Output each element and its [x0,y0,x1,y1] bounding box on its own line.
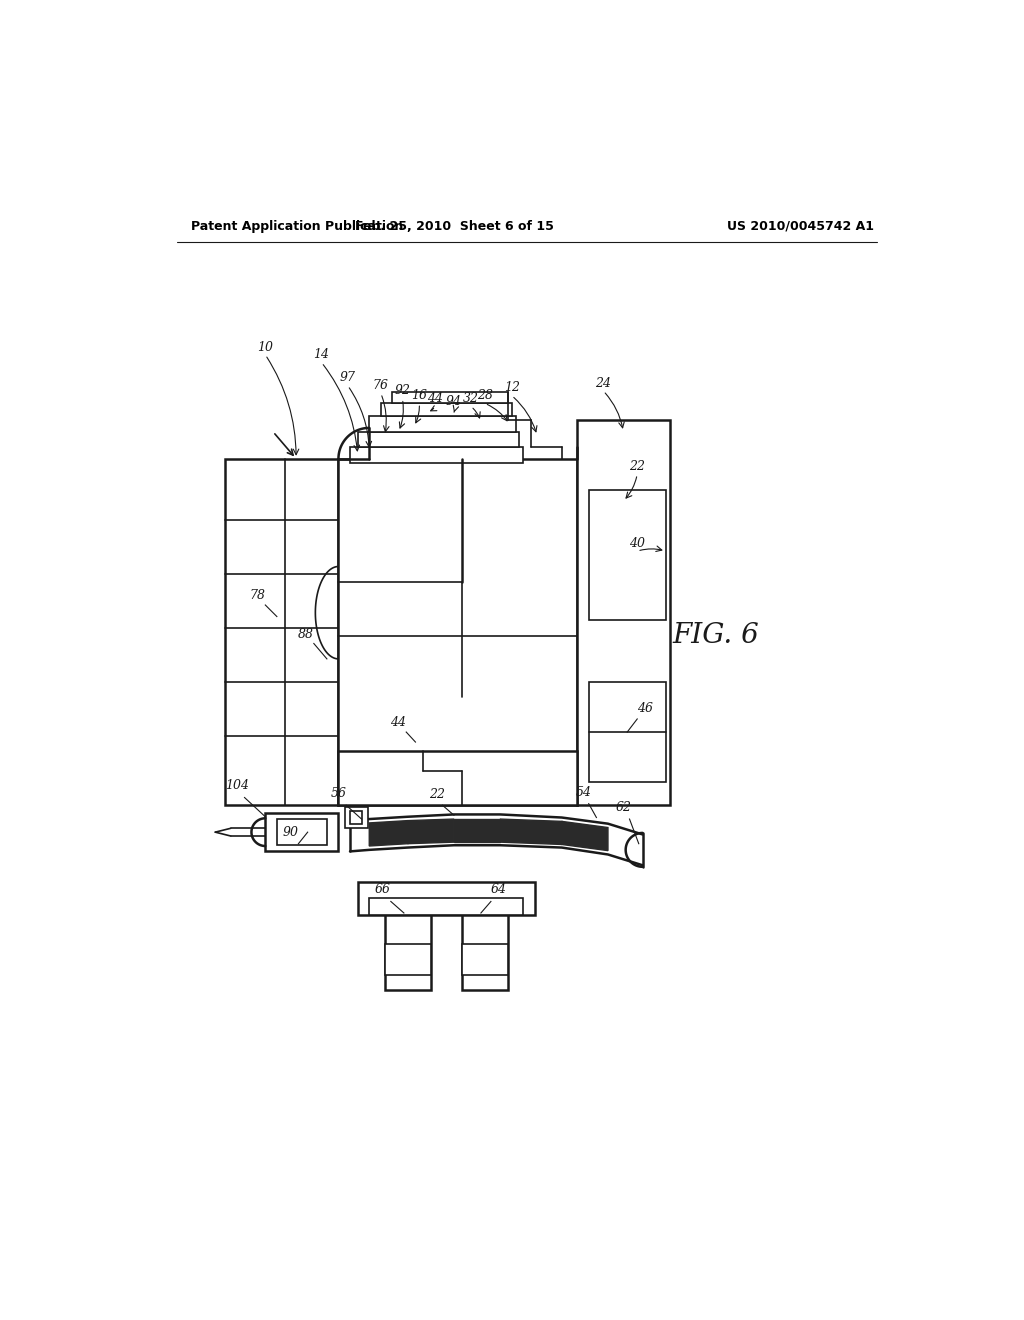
Text: 78: 78 [250,589,265,602]
Polygon shape [370,821,408,846]
Text: 54: 54 [575,787,591,800]
Text: 22: 22 [629,459,645,473]
Text: 88: 88 [298,628,314,640]
Bar [392,392,508,404]
Text: 44: 44 [390,715,407,729]
Text: 64: 64 [490,883,507,896]
Text: 14: 14 [313,348,330,362]
Text: 76: 76 [373,379,389,392]
Text: 56: 56 [331,787,346,800]
Text: 40: 40 [629,537,645,550]
Text: Patent Application Publication: Patent Application Publication [190,219,403,232]
Text: 32: 32 [463,392,479,405]
Bar [381,404,512,416]
Polygon shape [562,821,608,850]
Text: 28: 28 [477,389,493,403]
Polygon shape [500,818,562,845]
Bar [350,447,523,462]
Bar [339,751,578,805]
Bar [370,898,523,915]
Text: 16: 16 [412,389,427,403]
Text: 97: 97 [340,371,355,384]
Text: 10: 10 [257,341,273,354]
Text: 94: 94 [446,395,462,408]
Text: 12: 12 [504,381,520,395]
Text: 22: 22 [429,788,445,801]
Text: 62: 62 [615,801,632,814]
Bar [578,420,670,805]
Bar [370,416,515,432]
Bar [276,818,327,845]
Text: US 2010/0045742 A1: US 2010/0045742 A1 [727,219,873,232]
Bar [350,812,361,824]
Bar [385,913,431,990]
Text: 46: 46 [637,702,653,715]
Bar [265,813,339,851]
Text: FIG. 6: FIG. 6 [673,622,759,649]
Bar [357,882,535,915]
Bar [357,432,519,447]
Bar [462,913,508,990]
Polygon shape [408,818,454,843]
Polygon shape [454,818,500,842]
Text: 66: 66 [375,883,391,896]
Text: 44: 44 [427,392,443,405]
Bar [339,459,578,805]
Bar [462,944,508,974]
Bar [345,807,368,829]
Text: 24: 24 [595,376,611,389]
Bar [385,944,431,974]
Bar [224,459,339,805]
Text: 92: 92 [394,384,411,397]
Text: 90: 90 [283,825,299,838]
Text: 104: 104 [225,779,249,792]
Bar [589,682,666,781]
Text: Feb. 25, 2010  Sheet 6 of 15: Feb. 25, 2010 Sheet 6 of 15 [354,219,553,232]
Bar [589,490,666,620]
